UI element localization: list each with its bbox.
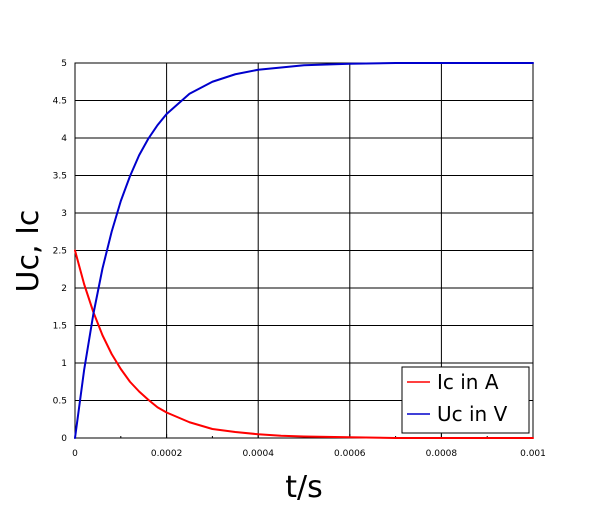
y-tick-label: 2 bbox=[61, 284, 67, 294]
y-tick-label: 5 bbox=[61, 59, 67, 69]
y-tick-label: 1.5 bbox=[53, 322, 67, 332]
x-tick-label: 0.0008 bbox=[426, 449, 458, 459]
legend-label-ic: Ic in A bbox=[437, 370, 499, 394]
x-axis-title: t/s bbox=[285, 470, 323, 505]
y-tick-label: 0.5 bbox=[53, 397, 67, 407]
y-tick-label: 3 bbox=[61, 209, 67, 219]
series-line-uc bbox=[74, 62, 534, 439]
legend-label-uc: Uc in V bbox=[437, 402, 508, 426]
y-tick-label: 2.5 bbox=[53, 247, 67, 257]
x-tick-label: 0.0002 bbox=[151, 449, 183, 459]
y-tick-label: 4 bbox=[61, 134, 67, 144]
x-tick-label: 0.001 bbox=[520, 449, 546, 459]
series-lines bbox=[74, 62, 534, 439]
tick-labels: 0 0.0002 0.0004 0.0006 0.0008 0.001 0 0.5 1 1.5 2 2… bbox=[53, 59, 546, 459]
y-tick-label: 1 bbox=[61, 359, 67, 369]
y-axis-title: Uc, Ic bbox=[11, 210, 46, 293]
x-tick-label: 0.0006 bbox=[334, 449, 366, 459]
legend: Ic in A Uc in V bbox=[401, 366, 530, 434]
y-tick-label: 0 bbox=[61, 434, 67, 444]
y-tick-label: 3.5 bbox=[53, 172, 67, 182]
legend-box bbox=[401, 366, 530, 434]
y-tick-label: 4.5 bbox=[53, 97, 67, 107]
x-tick-label: 0 bbox=[72, 449, 78, 459]
series-line-ic bbox=[74, 249, 534, 439]
x-tick-label: 0.0004 bbox=[242, 449, 274, 459]
grid bbox=[74, 62, 534, 439]
